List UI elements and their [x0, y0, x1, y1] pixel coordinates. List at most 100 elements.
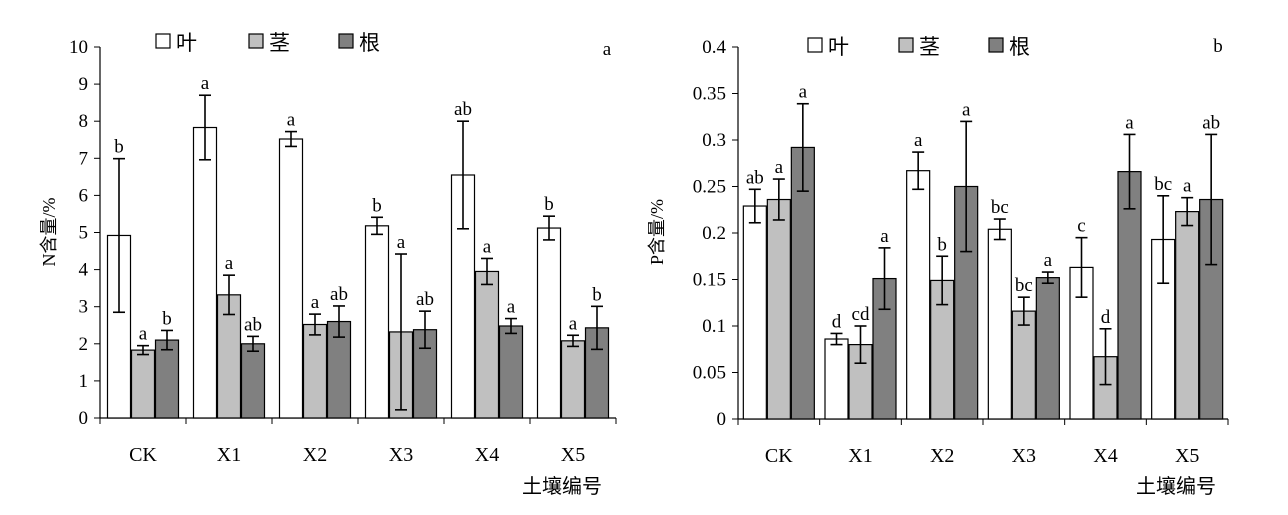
significance-letter: d: [832, 311, 842, 332]
y-tick-label: 10: [69, 37, 88, 58]
significance-letter: a: [483, 236, 492, 257]
y-tick-label: 0.25: [693, 177, 726, 198]
bar-leaf-ck: [742, 205, 767, 420]
chart-panel-p-content: b P含量/% 土壤编号 0 0.05 0.1 0.15 0.2 0.25 0.3 0.35 0…: [647, 35, 1229, 498]
bar-root-x3: [1035, 277, 1060, 420]
y-tick-label: 8: [79, 111, 89, 132]
significance-letter: a: [775, 157, 784, 178]
significance-letter: c: [1077, 216, 1085, 237]
significance-letter: a: [799, 82, 808, 103]
y-tick-label: 0: [79, 408, 89, 429]
y-tick-label: 0.35: [693, 84, 726, 105]
significance-letter: ab: [746, 167, 764, 188]
significance-letter: a: [1044, 250, 1053, 271]
x-tick-label-ck: CK: [129, 444, 157, 466]
y-tick-label: 0.3: [702, 130, 726, 151]
x-tick-label-x3: X3: [389, 444, 413, 466]
y-tick-label: 0.05: [693, 363, 726, 384]
bar-root-x4: [498, 325, 524, 419]
significance-letter: b: [544, 194, 554, 215]
bar-stem-ck: [766, 198, 791, 420]
significance-letter: a: [962, 99, 971, 120]
y-tick-label: 0: [717, 409, 727, 430]
x-tick-label-x4: X4: [475, 444, 499, 466]
bar-leaf-x1: [824, 338, 849, 420]
significance-letter: a: [1183, 176, 1192, 197]
significance-letter: bc: [1015, 275, 1033, 296]
y-tick-label: 0.1: [702, 316, 726, 337]
significance-letter: a: [311, 292, 320, 313]
legend-label-stem: 茎: [269, 31, 290, 55]
significance-letter: ab: [1202, 112, 1220, 133]
bar-leaf-x2: [906, 170, 931, 420]
x-axis-title-b: 土壤编号: [1136, 475, 1216, 498]
bar-stem-x3: [1011, 310, 1036, 420]
significance-letter: b: [937, 234, 947, 255]
x-tick-label-x4: X4: [1093, 445, 1117, 467]
legend-swatch-root: [338, 33, 354, 49]
legend-label-stem: 茎: [919, 35, 940, 59]
y-tick-label: 9: [79, 74, 89, 95]
bar-root-x1: [240, 343, 266, 419]
bar-leaf-x3: [987, 228, 1012, 420]
x-tick-label-ck: CK: [765, 445, 793, 467]
y-tick-label: 0.15: [693, 270, 726, 291]
bar-leaf-x3: [364, 225, 390, 419]
significance-letter: a: [507, 297, 516, 318]
significance-letter: bc: [991, 197, 1009, 218]
x-tick-label-x5: X5: [1175, 445, 1199, 467]
significance-letter: b: [162, 308, 172, 329]
y-axis-title-n: N含量/%: [39, 198, 59, 267]
bar-stem-x2: [302, 323, 328, 419]
legend-swatch-stem: [248, 33, 264, 49]
significance-letter: a: [1125, 112, 1134, 133]
y-tick-label: 4: [79, 260, 89, 281]
bar-leaf-x1: [192, 126, 218, 419]
significance-letter: ab: [416, 289, 434, 310]
significance-letter: a: [397, 232, 406, 253]
x-axis-title-a: 土壤编号: [522, 475, 602, 498]
bar-stem-x4: [474, 270, 500, 419]
significance-letter: ab: [330, 284, 348, 305]
legend-label-leaf: 叶: [828, 35, 849, 59]
significance-letter: cd: [852, 304, 870, 325]
significance-letter: d: [1101, 307, 1111, 328]
x-tick-label-x5: X5: [561, 444, 585, 466]
bar-leaf-x2: [278, 138, 304, 419]
significance-letter: b: [372, 195, 382, 216]
bar-leaf-x5: [536, 227, 562, 419]
y-axis-title-p: P含量/%: [647, 199, 667, 265]
significance-letter: a: [201, 73, 210, 94]
y-tick-label: 6: [79, 185, 89, 206]
y-tick-label: 2: [79, 334, 89, 355]
y-tick-label: 3: [79, 297, 89, 318]
significance-letter: b: [114, 137, 124, 158]
x-tick-label-x1: X1: [848, 445, 872, 467]
significance-letter: a: [880, 226, 889, 247]
bar-stem-x5: [1175, 211, 1200, 420]
significance-letter: bc: [1154, 174, 1172, 195]
significance-letter: a: [287, 110, 296, 131]
y-tick-label: 5: [79, 223, 89, 244]
significance-letter: a: [139, 324, 148, 345]
significance-letter: a: [914, 130, 923, 151]
panel-label-a: a: [603, 39, 612, 60]
x-tick-label-x3: X3: [1012, 445, 1036, 467]
panel-label-b: b: [1213, 36, 1223, 57]
legend-swatch-leaf: [155, 33, 171, 49]
bar-stem-ck: [130, 349, 156, 419]
legend-label-root: 根: [359, 31, 380, 55]
legend-swatch-root: [988, 37, 1004, 53]
bar-stem-x5: [560, 340, 586, 419]
significance-letter: b: [592, 284, 602, 305]
legend-label-root: 根: [1009, 35, 1030, 59]
significance-letter: a: [225, 253, 234, 274]
y-tick-label: 1: [79, 371, 89, 392]
x-tick-label-x2: X2: [303, 444, 327, 466]
x-tick-label-x2: X2: [930, 445, 954, 467]
bar-root-ck: [154, 339, 180, 419]
legend-swatch-leaf: [807, 37, 823, 53]
